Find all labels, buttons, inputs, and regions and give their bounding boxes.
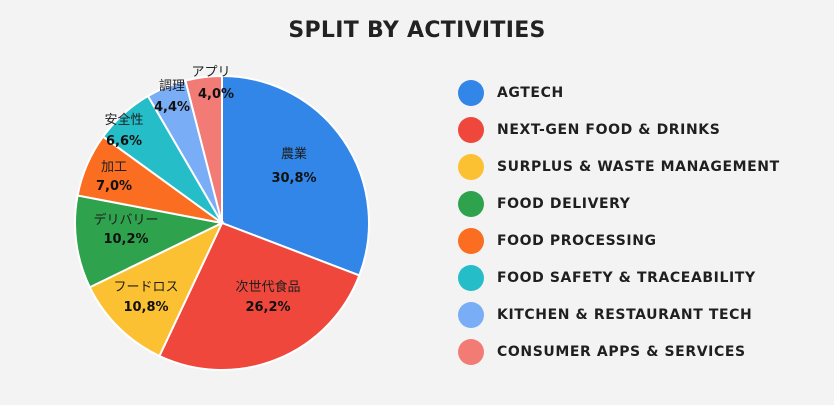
slice-value-label: 4,4% [154,100,190,115]
legend-label: NEXT-GEN FOOD & DRINKS [497,121,721,138]
legend-item-next-gen-food: NEXT-GEN FOOD & DRINKS [458,111,780,148]
pie-slice-1 [158,221,361,371]
legend-item-surplus-waste: SURPLUS & WASTE MANAGEMENT [458,148,780,185]
chart-title: SPLIT BY ACTIVITIES [288,18,546,43]
pie-slice-0 [221,74,370,277]
legend-item-agtech: AGTECH [458,74,780,111]
slice-name-label: 農業 [281,146,307,162]
legend-swatch [458,264,484,291]
legend-label: CONSUMER APPS & SERVICES [497,343,746,360]
pie-slice-7 [184,74,223,224]
pie-slice-2 [88,220,225,358]
slice-value-label: 7,0% [96,179,132,194]
slice-value-label: 30,8% [271,171,316,186]
slice-name-label: 加工 [101,160,127,175]
slice-name-label: デリバリー [93,212,158,228]
legend-swatch [458,338,484,365]
legend-item-food-delivery: FOOD DELIVERY [458,185,780,222]
legend-label: FOOD SAFETY & TRACEABILITY [497,269,756,286]
legend-item-consumer-apps: CONSUMER APPS & SERVICES [458,333,780,370]
slice-name-label: フードロス [113,280,178,295]
slice-value-label: 26,2% [245,300,290,315]
legend-swatch [458,116,484,143]
legend-label: FOOD DELIVERY [497,195,631,212]
legend-swatch [458,79,484,106]
slice-name-label: アプリ [191,65,230,80]
slice-name-label: 調理 [159,79,185,94]
legend-item-food-safety: FOOD SAFETY & TRACEABILITY [458,259,780,296]
legend-swatch [458,190,484,217]
legend-label: SURPLUS & WASTE MANAGEMENT [497,158,780,175]
slice-name-label: 次世代食品 [235,279,300,295]
legend: AGTECH NEXT-GEN FOOD & DRINKS SURPLUS & … [458,74,780,370]
slice-name-label: 安全性 [104,112,143,128]
slice-value-label: 10,8% [123,300,168,315]
slice-value-label: 4,0% [198,87,234,102]
legend-item-food-processing: FOOD PROCESSING [458,222,780,259]
legend-label: KITCHEN & RESTAURANT TECH [497,306,753,323]
legend-item-kitchen-restaurant: KITCHEN & RESTAURANT TECH [458,296,780,333]
legend-label: AGTECH [497,84,564,101]
legend-swatch [458,153,484,180]
legend-label: FOOD PROCESSING [497,232,657,249]
slice-value-label: 10,2% [103,232,148,247]
pie-slice-3 [74,194,226,289]
slice-value-label: 6,6% [106,134,142,149]
legend-swatch [458,227,484,254]
legend-swatch [458,301,484,328]
